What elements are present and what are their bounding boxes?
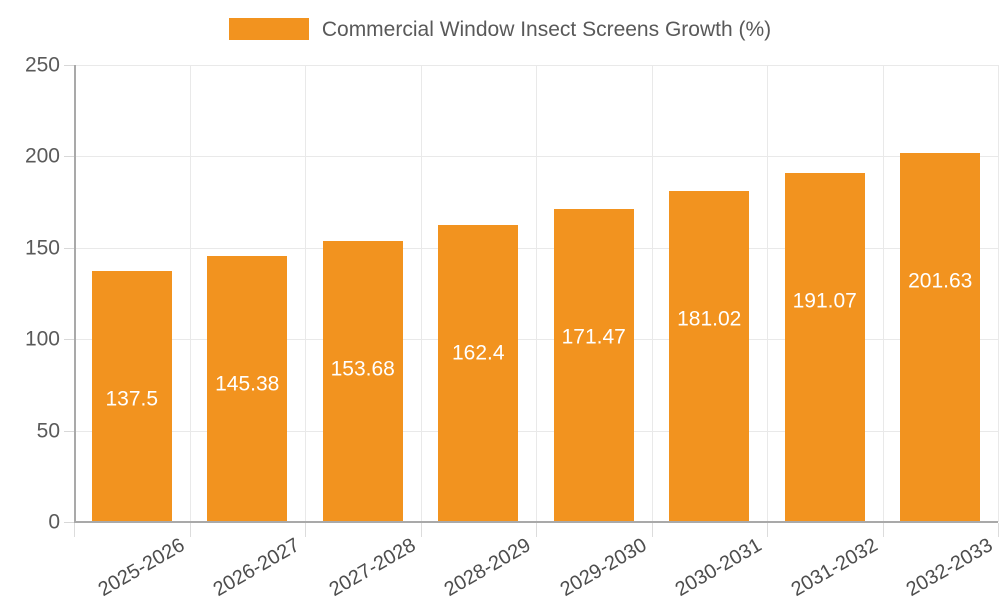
chart-legend: Commercial Window Insect Screens Growth … <box>0 18 1000 40</box>
x-axis-tick-mark <box>767 523 768 537</box>
x-axis-tick-mark <box>305 523 306 537</box>
bar[interactable] <box>322 241 403 522</box>
x-axis-tick-mark <box>536 523 537 537</box>
gridline-vertical <box>883 65 884 522</box>
bar-value-label: 191.07 <box>792 289 857 313</box>
gridline-vertical <box>421 65 422 522</box>
y-axis-tick-label: 200 <box>24 144 60 168</box>
legend-label: Commercial Window Insect Screens Growth … <box>321 17 772 41</box>
y-axis-tick-label: 150 <box>24 236 60 260</box>
x-axis-tick-label: 2027-2028 <box>325 534 420 602</box>
y-axis-line <box>74 65 76 523</box>
y-axis-tick-label: 50 <box>36 419 60 443</box>
bar-value-label: 145.38 <box>215 372 280 396</box>
y-axis-tick-mark <box>64 339 74 340</box>
x-axis-tick-mark <box>652 523 653 537</box>
bar[interactable] <box>207 256 288 522</box>
plot-area: 137.5 145.38 153.68 162.4 171.47 181.02 191.07… <box>74 65 999 523</box>
y-axis-tick-mark <box>64 431 74 432</box>
y-axis-tick-labels: 0 50 100 150 200 250 <box>0 0 74 600</box>
x-axis-tick-label: 2028-2029 <box>440 534 535 602</box>
gridline-vertical <box>998 65 999 522</box>
gridline-vertical <box>536 65 537 522</box>
x-axis-tick-label: 2026-2027 <box>209 534 304 602</box>
bar-value-label: 162.4 <box>451 341 505 365</box>
bar[interactable] <box>900 153 981 522</box>
y-axis-tick-mark <box>64 522 74 523</box>
bar[interactable] <box>91 270 172 522</box>
x-axis-tick-mark <box>883 523 884 537</box>
bar[interactable] <box>784 172 865 522</box>
y-axis-tick-mark <box>64 248 74 249</box>
y-axis-tick-mark <box>64 65 74 66</box>
bar-value-label: 153.68 <box>330 357 395 381</box>
gridline-vertical <box>305 65 306 522</box>
gridline-vertical <box>652 65 653 522</box>
bar-value-label: 171.47 <box>561 325 626 349</box>
bar-value-label: 137.5 <box>105 387 159 411</box>
x-axis-tick-label: 2029-2030 <box>556 534 651 602</box>
x-axis-tick-mark <box>421 523 422 537</box>
y-axis-tick-label: 250 <box>24 53 60 77</box>
x-axis-tick-label: 2030-2031 <box>671 534 766 602</box>
x-axis-tick-label: 2032-2033 <box>902 534 997 602</box>
x-axis-tick-label: 2025-2026 <box>94 534 189 602</box>
gridline-vertical <box>767 65 768 522</box>
bar[interactable] <box>553 208 634 522</box>
x-axis-tick-mark <box>190 523 191 537</box>
legend-color-swatch[interactable] <box>228 18 309 40</box>
x-axis-line <box>74 521 998 523</box>
x-axis-tick-mark <box>74 523 75 537</box>
bar[interactable] <box>669 191 750 522</box>
bar[interactable] <box>438 225 519 522</box>
y-axis-tick-mark <box>64 156 74 157</box>
y-axis-tick-label: 0 <box>48 510 60 534</box>
x-axis-tick-label: 2031-2032 <box>787 534 882 602</box>
gridline-vertical <box>190 65 191 522</box>
bar-value-label: 181.02 <box>677 307 742 331</box>
x-axis-tick-mark <box>998 523 999 537</box>
y-axis-tick-label: 100 <box>24 327 60 351</box>
bar-value-label: 201.63 <box>908 269 973 293</box>
